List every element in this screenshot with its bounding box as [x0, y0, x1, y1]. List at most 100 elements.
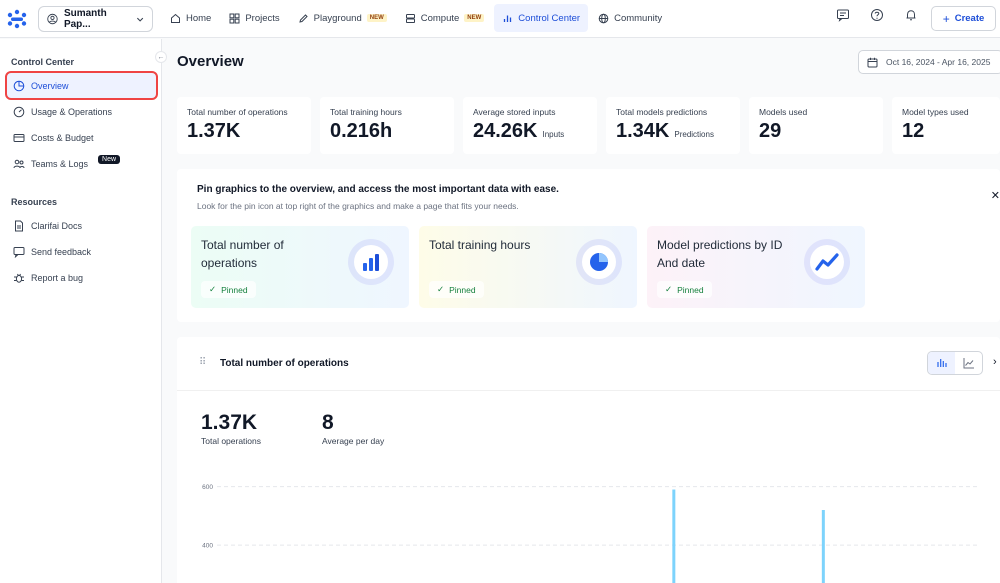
sidebar-item-label: Report a bug — [31, 272, 84, 283]
sidebar-item-feedback[interactable]: Send feedback — [7, 239, 155, 264]
sidebar-item-teams[interactable]: Teams & Logs New — [7, 151, 155, 176]
nav-compute-label: Compute — [420, 12, 460, 24]
sidebar-item-label: Overview — [31, 80, 69, 91]
stat-card-models: Models used 29 — [749, 97, 883, 154]
calendar-icon — [867, 57, 878, 67]
feedback-icon[interactable] — [836, 8, 850, 22]
sidebar-item-label: Teams & Logs — [31, 158, 89, 169]
pinned-card-icon-wrap — [348, 239, 394, 285]
expand-icon[interactable]: › — [993, 356, 997, 368]
kpi-value: 8 — [322, 411, 334, 434]
sidebar-item-costs[interactable]: Costs & Budget — [7, 125, 155, 150]
line-chart-icon — [963, 358, 974, 369]
main-nav: Home Projects Playground NEW Compute NEW… — [162, 4, 670, 32]
chart-title: Total number of operations — [220, 358, 349, 369]
sidebar-section-resources: Resources — [11, 197, 58, 207]
pinned-card-icon-wrap — [576, 239, 622, 285]
kpi-total-operations: 1.37K Total operations — [201, 411, 261, 446]
pinned-card-title: Total training hours — [429, 238, 531, 252]
chart-bar[interactable] — [672, 489, 676, 583]
pinned-badge-label: Pinned — [677, 284, 704, 295]
drag-handle-icon[interactable]: ⠿ — [199, 357, 208, 368]
globe-icon — [598, 13, 609, 23]
new-badge: NEW — [366, 14, 387, 22]
pinned-card-title: Model predictions by ID And date — [657, 238, 783, 270]
user-icon — [47, 13, 58, 25]
gauge-icon — [13, 106, 25, 117]
user-switcher[interactable]: Sumanth Pap... — [38, 6, 153, 32]
stat-card-inputs: Average stored inputs 24.26K Inputs — [463, 97, 597, 154]
line-view-button[interactable] — [955, 352, 982, 374]
bell-icon[interactable] — [904, 8, 918, 22]
create-label: Create — [954, 13, 985, 24]
date-range-picker[interactable]: Oct 16, 2024 - Apr 16, 2025 — [858, 50, 1000, 74]
stat-label: Total models predictions — [616, 107, 708, 117]
bar-chart-icon — [504, 15, 512, 22]
pinned-card-operations[interactable]: Total number of operations ✓ Pinned — [191, 226, 409, 308]
doc-icon — [15, 220, 23, 231]
operations-chart-panel: ⠿ Total number of operations › 1.37K Tot… — [177, 337, 1000, 583]
pinned-card-icon-wrap — [804, 239, 850, 285]
operations-bar-chart: 600400200 — [202, 484, 977, 583]
sidebar-item-docs[interactable]: Clarifai Docs — [7, 213, 155, 238]
new-tag: New — [98, 155, 121, 164]
sidebar-item-bug[interactable]: Report a bug — [7, 265, 155, 290]
pencil-icon — [298, 13, 308, 23]
pinned-badge: ✓ Pinned — [429, 281, 484, 298]
collapse-sidebar-icon[interactable]: ← — [155, 51, 167, 63]
chart-view-toggle — [927, 351, 983, 375]
pinned-badge: ✓ Pinned — [657, 281, 712, 298]
check-icon: ✓ — [665, 284, 673, 294]
card-icon — [13, 133, 25, 142]
stat-card-model-types: Model types used 12 — [892, 97, 1000, 154]
nav-control-center[interactable]: Control Center — [494, 4, 589, 32]
kpi-average-per-day: 8 Average per day — [322, 411, 384, 446]
clarifai-logo[interactable] — [6, 8, 28, 30]
bar-view-button[interactable] — [928, 352, 955, 374]
create-button[interactable]: + Create — [931, 6, 996, 31]
pin-panel-subtitle: Look for the pin icon at top right of th… — [197, 201, 519, 211]
bar-chart-icon — [363, 254, 379, 271]
nav-home[interactable]: Home — [162, 4, 219, 32]
nav-playground[interactable]: Playground NEW — [290, 4, 395, 32]
nav-playground-label: Playground — [313, 12, 362, 24]
chart-bar[interactable] — [821, 510, 825, 583]
stat-unit: Predictions — [674, 130, 714, 139]
bug-icon — [14, 273, 24, 283]
sidebar-item-label: Clarifai Docs — [31, 220, 83, 231]
sidebar-item-overview[interactable]: Overview — [5, 71, 158, 100]
plus-icon: + — [942, 11, 950, 26]
pinned-card-training[interactable]: Total training hours ✓ Pinned — [419, 226, 637, 308]
user-name: Sumanth Pap... — [63, 8, 107, 30]
nav-projects[interactable]: Projects — [221, 4, 287, 32]
pie-chart-icon — [13, 80, 25, 91]
nav-community-label: Community — [614, 12, 663, 24]
pinned-badge-label: Pinned — [449, 284, 476, 295]
pinned-card-predictions[interactable]: Model predictions by ID And date ✓ Pinned — [647, 226, 865, 308]
chat-icon — [13, 246, 25, 258]
stat-value: 24.26K — [473, 120, 538, 142]
pinned-card-title: Total number of operations — [201, 238, 284, 270]
nav-home-label: Home — [186, 12, 212, 24]
bar-chart-icon — [936, 359, 947, 367]
nav-projects-label: Projects — [245, 12, 280, 24]
grid-icon — [229, 13, 240, 23]
y-tick-label: 600 — [202, 484, 213, 491]
close-icon[interactable]: ✕ — [990, 190, 1000, 202]
stat-label: Model types used — [902, 107, 969, 117]
help-icon[interactable] — [870, 8, 884, 22]
stat-value: 1.34K — [616, 120, 670, 142]
kpi-value: 1.37K — [201, 411, 258, 434]
nav-control-center-label: Control Center — [518, 12, 581, 24]
server-icon — [405, 13, 415, 23]
nav-compute[interactable]: Compute NEW — [397, 4, 493, 32]
pin-graphics-panel: Pin graphics to the overview, and access… — [177, 169, 1000, 322]
chart-header: ⠿ Total number of operations › — [177, 337, 1000, 391]
stat-unit: Inputs — [542, 130, 565, 139]
sidebar-item-usage[interactable]: Usage & Operations — [7, 99, 155, 124]
nav-community[interactable]: Community — [590, 4, 670, 32]
kpi-label: Total operations — [201, 436, 262, 446]
sidebar-item-label: Send feedback — [31, 246, 92, 257]
pinned-badge: ✓ Pinned — [201, 281, 256, 298]
sidebar-item-label: Costs & Budget — [31, 132, 94, 143]
